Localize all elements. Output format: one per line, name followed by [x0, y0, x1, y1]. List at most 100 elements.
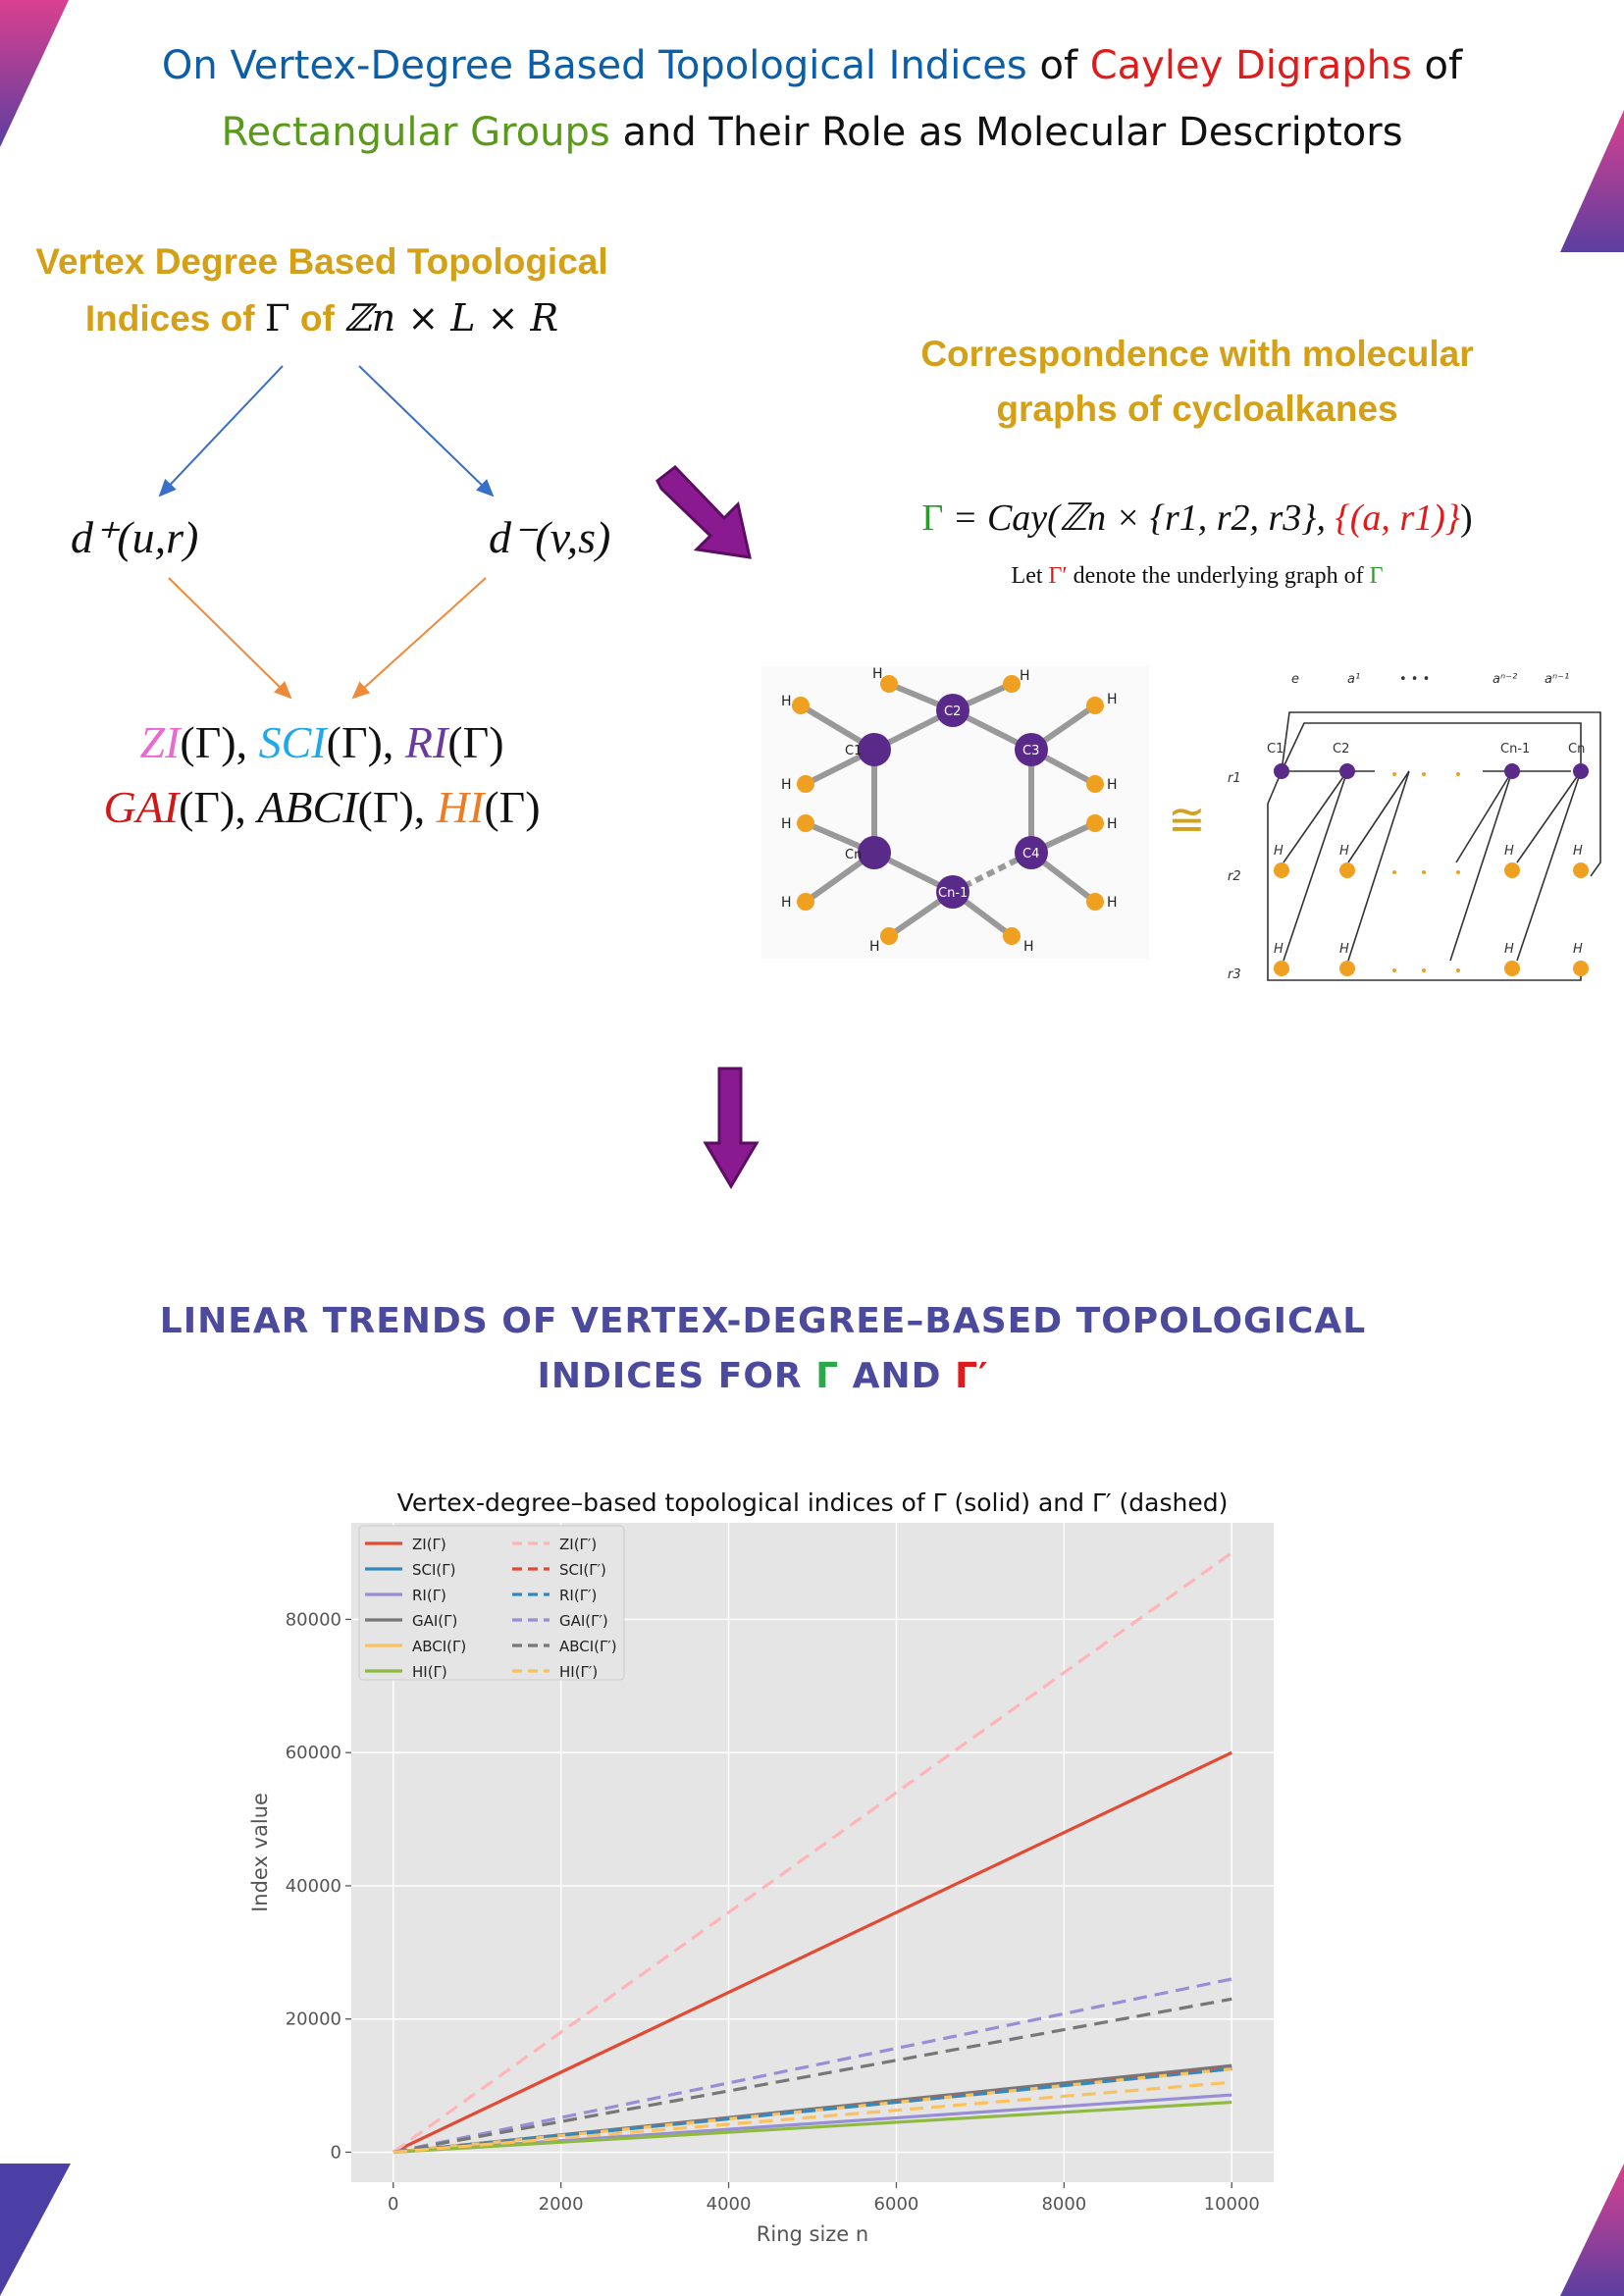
col-label-an-2: aⁿ⁻² [1493, 672, 1517, 687]
x-tick-label: 8000 [1041, 2194, 1086, 2215]
node-label-c1: C1 [1267, 742, 1283, 757]
degree-arrows [158, 365, 495, 700]
section-heading-line1: LINEAR TRENDS OF VERTEX-DEGREE–BASED TOP… [159, 1301, 1367, 1341]
right-heading-line2: graphs of cycloalkanes [996, 389, 1398, 429]
chart-title: Vertex-degree–based topological indices … [397, 1488, 1229, 1517]
index-zi: ZI [139, 717, 181, 767]
index-sci: SCI [258, 717, 327, 767]
index-ri: RI [404, 717, 448, 767]
left-heading-line1: Vertex Degree Based Topological [35, 241, 608, 282]
atom-label-c2: C2 [944, 704, 961, 719]
index-argument: (Γ), [179, 782, 258, 832]
cayley-graph-diagram: e a¹ • • • aⁿ⁻² aⁿ⁻¹ r1 r2 r3 C1 C2 Cn-1… [1228, 672, 1601, 982]
corner-top-left [0, 0, 69, 147]
title-topological-indices: On Vertex-Degree Based Topological Indic… [161, 43, 1027, 88]
page-title-line2: Rectangular Groups and Their Role as Mol… [0, 110, 1624, 155]
cycloalkane-molecule-image: H H H H H H H H H H H H C1 C2 C3 C4 Cn C… [761, 666, 1149, 959]
index-argument: (Γ), [326, 717, 405, 767]
arrow-to-out-degree [158, 365, 284, 497]
y-tick-label: 20000 [286, 2009, 341, 2030]
legend-label: SCI(Γ′) [559, 1561, 606, 1579]
equation-connection-set: {(a, r1)} [1335, 497, 1461, 539]
note-let: Let [1011, 563, 1049, 589]
section-heading-indices-for: INDICES FOR [537, 1356, 816, 1396]
title-rectangular-groups: Rectangular Groups [221, 110, 610, 155]
legend-label: ZI(Γ) [412, 1536, 446, 1553]
atom-label-h: H [1107, 692, 1118, 707]
series-line-gai′-prime [393, 1977, 1232, 2154]
series-line-hi [393, 2100, 1232, 2155]
note-gamma: Γ [1369, 563, 1384, 589]
atom-label-cn-1: Cn-1 [938, 886, 968, 901]
title-of2: of [1411, 43, 1463, 88]
note-gamma-prime: Γ′ [1048, 563, 1068, 589]
atom-label-h: H [1107, 777, 1118, 793]
corner-bottom-left [0, 2164, 71, 2296]
left-heading-indices-of: Indices of [84, 298, 265, 339]
node-label-h: H [1504, 844, 1514, 859]
index-hi: HI [436, 782, 485, 832]
section-heading-gamma: Γ [815, 1356, 840, 1396]
cayley-equation: Γ = Cay(ℤn × {r1, r2, r3}, {(a, r1)}) [883, 496, 1511, 540]
atom-label-c4: C4 [1022, 847, 1039, 861]
in-degree-label: d⁻(v,s) [489, 512, 611, 562]
title-rest: and Their Role as Molecular Descriptors [609, 110, 1403, 155]
row-label-r3: r3 [1228, 967, 1241, 982]
node-label-h: H [1274, 942, 1283, 957]
legend-label: HI(Γ) [412, 1663, 447, 1681]
purple-arrow-diagonal-icon [655, 464, 752, 559]
atom-label-h: H [781, 895, 792, 911]
out-degree-label: d⁺(u,r) [71, 512, 199, 562]
row-label-r2: r2 [1228, 869, 1241, 884]
col-label-an-1: aⁿ⁻¹ [1545, 672, 1569, 687]
purple-arrow-down-icon [703, 1067, 760, 1189]
node-label-h: H [1573, 942, 1583, 957]
isomorphic-symbol: ≅ [1168, 793, 1206, 846]
atom-label-c3: C3 [1022, 744, 1039, 758]
corner-bottom-right [1560, 2164, 1624, 2296]
index-gai: GAI [103, 782, 180, 832]
title-cayley-digraphs: Cayley Digraphs [1089, 43, 1412, 88]
group-expression: ℤn × L × R [344, 296, 559, 339]
section-heading-and: AND [839, 1356, 956, 1396]
index-argument: (Γ), [357, 782, 437, 832]
series-line-ri′-prime [393, 2067, 1232, 2155]
atom-label-cn: Cn [845, 848, 862, 862]
node-label-h: H [1339, 942, 1349, 957]
series-line-zi [393, 1750, 1232, 2154]
node-label-h: H [1504, 942, 1514, 957]
node-label-h: H [1339, 844, 1349, 859]
node-label-c2: C2 [1333, 742, 1349, 757]
x-tick-label: 2000 [539, 2194, 584, 2215]
atom-label-h: H [781, 694, 792, 709]
arrow-out-to-indices [168, 577, 292, 700]
corner-top-right [1560, 110, 1624, 252]
index-argument: (Γ) [484, 782, 541, 832]
arrow-to-in-degree [358, 365, 495, 497]
node-label-h: H [1573, 844, 1583, 859]
x-tick-label: 4000 [707, 2194, 752, 2215]
atom-label-h: H [781, 777, 792, 793]
legend-label: RI(Γ) [412, 1587, 446, 1604]
y-axis-label: Index value [248, 1793, 272, 1912]
series-line-hi′-prime [393, 2080, 1232, 2155]
legend-label: ABCI(Γ) [412, 1638, 466, 1655]
atom-label-h: H [869, 939, 880, 955]
equation-gamma: Γ [921, 497, 944, 539]
indices-row-2: GAI(Γ), ABCI(Γ), HI(Γ) [0, 781, 644, 833]
col-label-a1: a¹ [1347, 672, 1360, 687]
series-line-abci′-prime [393, 1997, 1232, 2154]
indices-row-1: ZI(Γ), SCI(Γ), RI(Γ) [0, 716, 644, 768]
right-heading-line1: Correspondence with molecular [920, 334, 1474, 374]
equation-body: = Cay(ℤn × {r1, r2, r3}, [943, 497, 1336, 539]
y-tick-label: 40000 [286, 1876, 341, 1897]
left-heading-line2: Indices of Γ of ℤn × L × R [0, 296, 644, 339]
index-argument: (Γ), [180, 717, 259, 767]
section-heading-gamma-prime: Γ′ [955, 1356, 989, 1396]
x-tick-label: 0 [388, 2194, 398, 2215]
y-tick-label: 0 [331, 2142, 341, 2163]
title-of: of [1026, 43, 1090, 88]
atom-label-h: H [872, 666, 883, 682]
